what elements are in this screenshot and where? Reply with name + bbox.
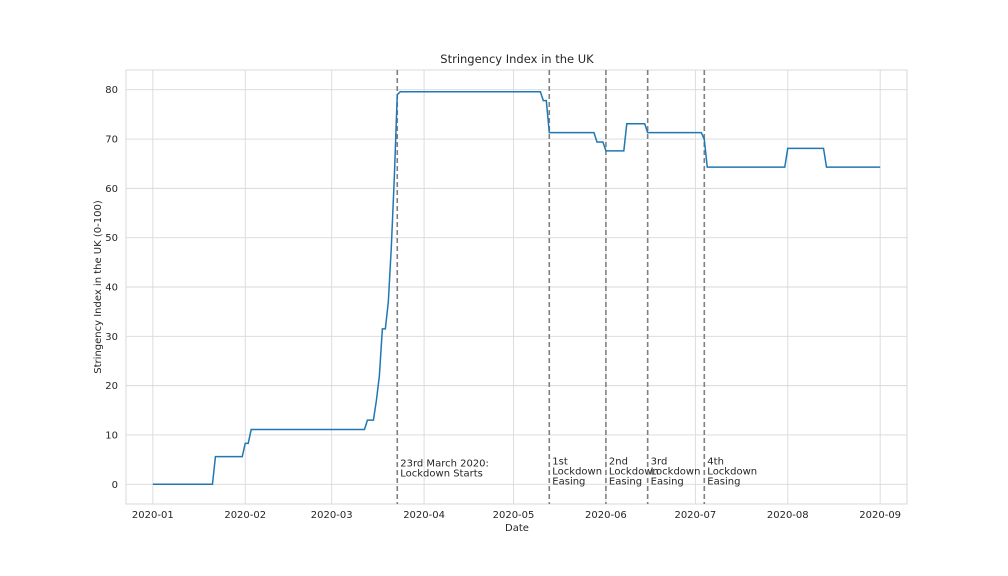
event-line-label: 3rd Lockdown Easing — [651, 456, 701, 487]
x-tick-label: 2020-02 — [224, 510, 266, 521]
x-axis-ticks: 2020-01 2020-02 2020-03 2020-04 2020-05 2020-… — [132, 510, 901, 521]
x-axis-label: Date — [505, 523, 529, 534]
event-line-label: 2nd Lockdown Easing — [609, 456, 659, 487]
x-tick-label: 2020-01 — [132, 510, 174, 521]
y-tick-label: 50 — [105, 233, 118, 244]
y-axis-label: Stringency Index in the UK (0-100) — [93, 200, 104, 374]
x-tick-label: 2020-03 — [311, 510, 353, 521]
y-tick-label: 80 — [105, 85, 118, 96]
x-tick-label: 2020-06 — [585, 510, 627, 521]
series — [152, 90, 881, 486]
y-tick-label: 60 — [105, 184, 118, 195]
event-line-label: 23rd March 2020: Lockdown Starts — [400, 458, 489, 479]
grid — [126, 70, 907, 504]
event-lines: 23rd March 2020: Lockdown Starts 1st Lockdo… — [396, 70, 757, 504]
y-tick-label: 30 — [105, 332, 118, 343]
x-tick-label: 2020-09 — [859, 510, 901, 521]
x-tick-label: 2020-08 — [767, 510, 809, 521]
y-tick-label: 40 — [105, 283, 118, 294]
x-tick-label: 2020-07 — [674, 510, 716, 521]
series-line — [152, 90, 881, 486]
plot-frame — [125, 69, 908, 505]
x-tick-label: 2020-04 — [403, 510, 445, 521]
y-tick-label: 10 — [105, 430, 118, 441]
y-tick-label: 0 — [112, 480, 118, 491]
y-tick-label: 70 — [105, 135, 118, 146]
y-tick-label: 20 — [105, 381, 118, 392]
event-line-label: 4th Lockdown Easing — [707, 456, 757, 487]
x-tick-label: 2020-05 — [493, 510, 535, 521]
y-axis-ticks: 0 10 20 30 40 50 60 70 80 — [105, 85, 118, 491]
chart-title: Stringency Index in the UK — [440, 52, 594, 66]
event-line-label: 1st Lockdown Easing — [552, 456, 602, 487]
